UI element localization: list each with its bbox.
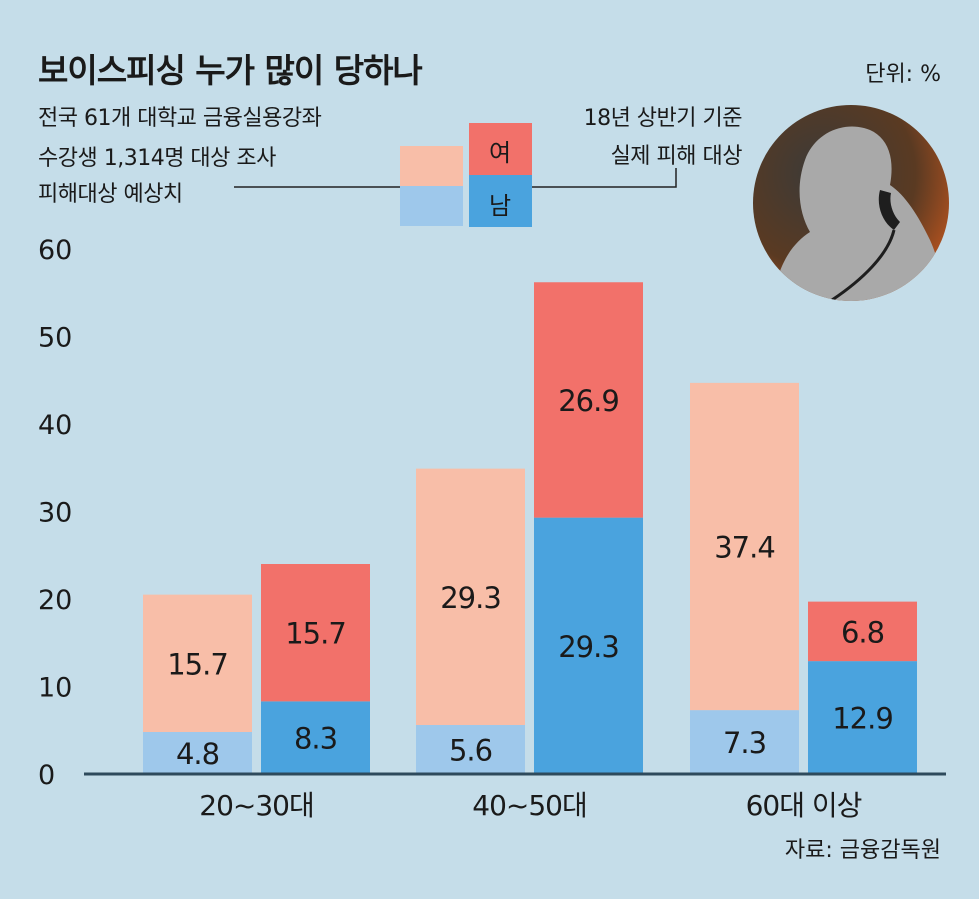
bar-expected-male-1: [416, 725, 525, 774]
bar-actual-male-0: [261, 701, 370, 774]
bar-actual-male-1: [534, 517, 643, 774]
legend-label-female: 여: [489, 139, 511, 167]
x-category-label-0: 20~30대: [199, 789, 313, 822]
y-tick-label-10: 10: [38, 673, 72, 704]
x-category-label-1: 40~50대: [472, 789, 586, 822]
legend-swatch-expected-female: [400, 146, 463, 186]
legend-leader-right: [532, 168, 677, 188]
chart-title: 보이스피싱 누가 많이 당하나: [38, 51, 423, 90]
bar-value-label-actual-female-0: 15.7: [285, 617, 346, 651]
legend-note-expected-line-1: 전국 61개 대학교 금융실용강좌: [38, 106, 322, 131]
bar-value-label-actual-male-2: 12.9: [832, 702, 893, 736]
legend-swatch-actual-male: [469, 175, 532, 227]
bar-value-label-expected-female-1: 29.3: [440, 581, 501, 615]
bar-expected-female-0: [143, 594, 252, 732]
x-axis: 20~30대 40~50대 60대 이상: [199, 789, 862, 822]
bar-expected-male-0: [143, 732, 252, 774]
bar-actual-female-0: [261, 564, 370, 702]
bar-value-label-actual-female-2: 6.8: [841, 615, 884, 649]
bars-layer: [143, 282, 917, 774]
caller-silhouette: [770, 126, 949, 301]
y-tick-label-0: 0: [38, 760, 55, 791]
phone-icon: [878, 190, 900, 230]
bar-actual-male-2: [808, 661, 917, 774]
bar-expected-male-2: [690, 710, 799, 774]
bar-value-label-expected-male-1: 5.6: [449, 734, 492, 768]
bar-value-label-expected-male-0: 4.8: [176, 737, 219, 771]
legend-label-male: 남: [489, 192, 511, 220]
phone-caller-illustration: [753, 105, 949, 301]
bar-value-label-expected-female-2: 37.4: [714, 531, 775, 565]
bar-value-label-actual-female-1: 26.9: [558, 384, 619, 418]
y-tick-label-30: 30: [38, 498, 72, 529]
y-tick-label-40: 40: [38, 410, 72, 441]
phone-cord: [831, 229, 896, 301]
y-tick-label-60: 60: [38, 235, 72, 266]
source-note: 자료: 금융감독원: [784, 838, 941, 863]
legend-note-expected-line-3: 피해대상 예상치: [38, 182, 183, 207]
bar-value-label-actual-male-0: 8.3: [294, 722, 337, 756]
bar-actual-female-2: [808, 601, 917, 662]
bar-actual-female-1: [534, 282, 643, 518]
y-tick-label-50: 50: [38, 323, 72, 354]
bar-labels-layer: 4.8 15.7 8.3 15.7 5.6 29.3 29.3 26.9 7.3 37.4 12.9…: [167, 384, 894, 771]
y-axis: 0 10 20 30 40 50 60: [38, 235, 72, 791]
unit-label: 단위: %: [865, 62, 941, 87]
legend-swatch-actual-female: [469, 123, 532, 175]
x-category-label-2: 60대 이상: [746, 789, 862, 822]
legend-swatch-expected-male: [400, 186, 463, 226]
legend-note-actual-line-2: 실제 피해 대상: [610, 144, 743, 169]
legend-note-actual-line-1: 18년 상반기 기준: [583, 106, 743, 131]
bar-expected-female-2: [690, 382, 799, 711]
legend-note-expected-line-2: 수강생 1,314명 대상 조사: [38, 146, 276, 171]
bar-value-label-actual-male-1: 29.3: [558, 630, 619, 664]
bar-value-label-expected-female-0: 15.7: [167, 647, 228, 681]
y-tick-label-20: 20: [38, 585, 72, 616]
bar-value-label-expected-male-2: 7.3: [723, 726, 766, 760]
bar-expected-female-1: [416, 468, 525, 725]
